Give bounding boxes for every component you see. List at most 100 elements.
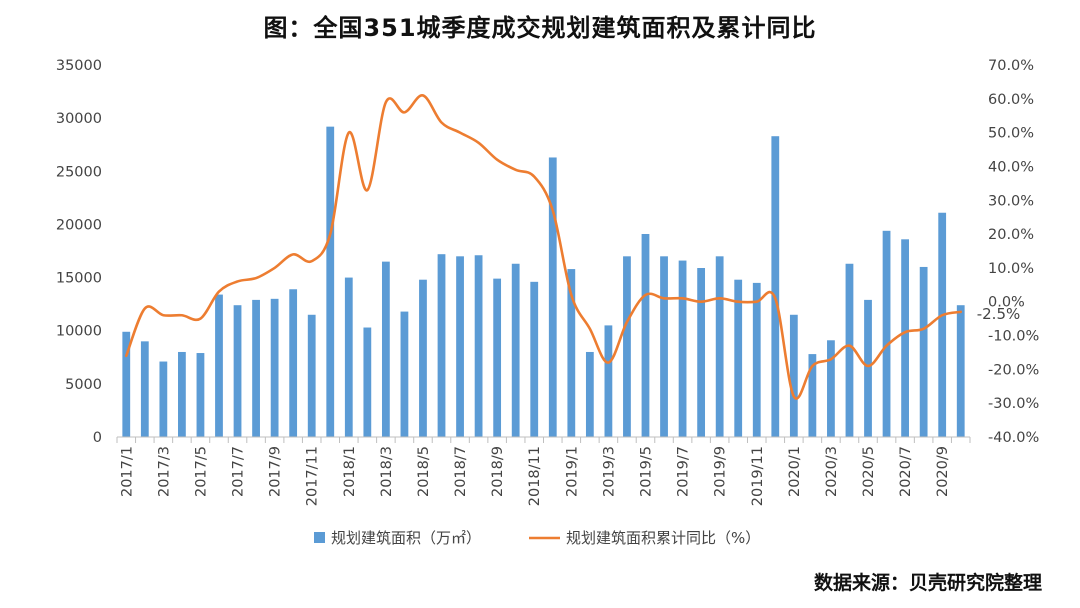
x-tick-label: 2017/1 (119, 446, 135, 497)
x-tick-label: 2018/1 (342, 446, 358, 497)
bar (419, 279, 427, 437)
x-tick-label: 2019/3 (601, 446, 617, 497)
bar (196, 353, 205, 437)
bar (771, 136, 780, 437)
bar-series (122, 126, 965, 437)
bar (901, 239, 909, 437)
bar (178, 351, 186, 437)
x-tick-label: 2020/5 (861, 446, 877, 497)
x-tick-label: 2017/5 (193, 446, 209, 497)
right-tick-label: 40.0% (988, 159, 1034, 175)
bar (882, 230, 891, 437)
x-tick-label: 2020/3 (824, 446, 840, 497)
bar (326, 126, 335, 437)
bar (270, 298, 279, 437)
legend-line-label: 规划建筑面积累计同比（%） (566, 529, 760, 547)
bar (511, 263, 520, 437)
bar (715, 256, 724, 437)
legend: 规划建筑面积（万㎡） 规划建筑面积累计同比（%） (314, 529, 760, 547)
bar (808, 354, 817, 437)
last-value-label: -2.5% (977, 305, 1021, 323)
x-tick-label: 2019/1 (564, 446, 580, 497)
bar (938, 212, 947, 437)
x-tick-label: 2019/11 (750, 446, 766, 506)
source-note: 数据来源：贝壳研究院整理 (813, 572, 1042, 594)
bar (381, 261, 390, 437)
x-tick-label: 2019/5 (638, 446, 654, 497)
chart-title: 图：全国351城季度成交规划建筑面积及累计同比 (263, 14, 817, 42)
bar (437, 254, 446, 437)
bar (641, 233, 650, 437)
x-tick-label: 2017/7 (231, 446, 247, 497)
right-tick-label: 60.0% (988, 92, 1034, 108)
bar (140, 341, 149, 437)
x-axis: 2017/1 2017/3 2017/5 2017/7 2017/9 2017/11 201… (116, 436, 971, 506)
bar (307, 314, 316, 437)
bar (252, 299, 260, 437)
x-tick-label: 2017/9 (268, 446, 284, 497)
bar (215, 294, 223, 437)
x-tick-label: 2017/11 (305, 446, 321, 506)
x-tick-label: 2018/5 (416, 446, 432, 497)
x-tick-label: 2020/1 (787, 446, 803, 497)
left-tick-label: 15000 (56, 271, 102, 287)
left-tick-label: 5000 (65, 377, 102, 393)
right-tick-label: 70.0% (988, 58, 1034, 74)
bar (122, 331, 131, 437)
bar (678, 260, 687, 437)
right-tick-label: 20.0% (988, 227, 1034, 243)
x-tick-label: 2018/7 (453, 446, 469, 497)
bar (752, 282, 761, 437)
bar (289, 289, 298, 437)
bar (827, 340, 835, 437)
bar (585, 351, 594, 437)
bar (845, 263, 854, 437)
left-tick-label: 30000 (56, 111, 102, 127)
bar (567, 269, 576, 437)
bar (919, 266, 928, 437)
right-axis: -40.0% -30.0% -20.0% -10.0% 0.0% 10.0% 20.0% 30… (988, 58, 1039, 446)
bar (660, 256, 668, 437)
legend-bar-label: 规划建筑面积（万㎡） (331, 529, 481, 547)
bar (493, 278, 502, 437)
line-series (124, 94, 963, 400)
bar (233, 305, 242, 437)
yoy-line (124, 94, 963, 400)
bar (344, 277, 353, 437)
bar (530, 281, 539, 437)
left-tick-label: 0 (93, 430, 102, 446)
right-tick-label: 0.0% (988, 295, 1025, 311)
x-tick-label: 2020/9 (935, 446, 951, 497)
bar (159, 361, 168, 437)
bar (864, 299, 872, 437)
left-tick-label: 25000 (56, 164, 102, 180)
right-tick-label: -30.0% (988, 396, 1039, 412)
bar (604, 325, 613, 437)
x-tick-label: 2018/3 (379, 446, 395, 497)
left-axis: 0 5000 10000 15000 20000 25000 30000 35000 (56, 58, 102, 446)
x-tick-label: 2018/11 (527, 446, 543, 506)
x-tick-label: 2019/9 (713, 446, 729, 497)
left-tick-label: 20000 (56, 217, 102, 233)
bar (548, 157, 557, 437)
bar (956, 305, 965, 437)
left-tick-label: 35000 (56, 58, 102, 74)
right-tick-label: 30.0% (988, 193, 1034, 209)
bar (474, 255, 483, 437)
right-tick-label: -20.0% (988, 362, 1039, 378)
right-tick-label: 50.0% (988, 126, 1034, 142)
right-tick-label: 10.0% (988, 261, 1034, 277)
bar (456, 256, 464, 437)
right-tick-label: -40.0% (988, 430, 1039, 446)
right-tick-label: -10.0% (988, 329, 1039, 345)
bar (400, 311, 409, 437)
x-tick-label: 2018/9 (490, 446, 506, 497)
bar (789, 314, 798, 437)
bar (734, 279, 743, 437)
bar (363, 327, 372, 437)
bar (623, 256, 631, 437)
x-tick-label: 2019/7 (676, 446, 692, 497)
legend-bar-swatch (314, 532, 325, 543)
x-tick-label: 2017/3 (156, 446, 172, 497)
